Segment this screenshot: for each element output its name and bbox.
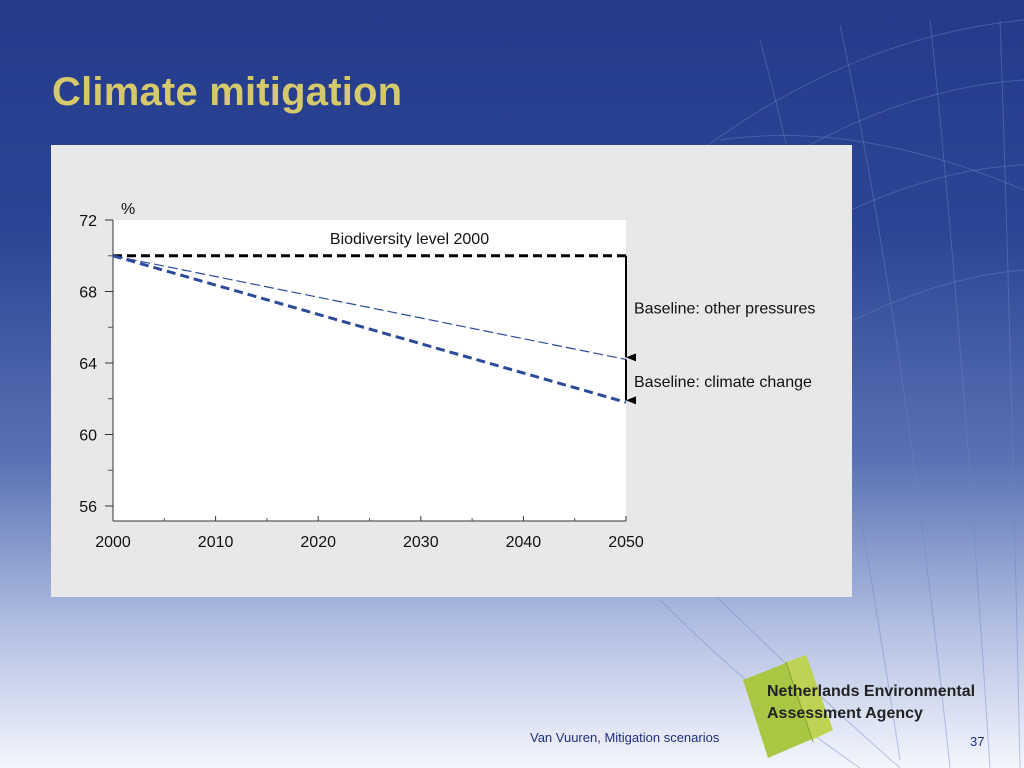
annotation-label: Baseline: other pressures	[634, 301, 815, 318]
x-tick-label: 2050	[608, 534, 644, 551]
y-axis-label: %	[121, 201, 135, 218]
slide-title: Climate mitigation	[52, 70, 403, 114]
y-tick-label: 60	[79, 428, 97, 445]
axes: 56 60 64 68 72% 2000 2010 2020 2030 2040 2050	[79, 201, 644, 551]
x-tick-label: 2010	[198, 534, 234, 551]
y-tick-label: 64	[79, 356, 97, 373]
agency-name-line1: Netherlands Environmental	[767, 683, 976, 700]
x-tick-label: 2020	[300, 534, 336, 551]
y-tick-label: 56	[79, 499, 97, 516]
chart-panel: 56 60 64 68 72% 2000 2010 2020 2030 2040 2050 Biod…	[51, 145, 852, 597]
agency-name: Netherlands Environmental Assessment Age…	[767, 681, 975, 725]
footer-credit: Van Vuuren, Mitigation scenarios	[530, 730, 720, 745]
agency-name-line2: Assessment Agency	[767, 705, 923, 722]
line-chart: 56 60 64 68 72% 2000 2010 2020 2030 2040 2050 Biod…	[79, 201, 815, 551]
y-tick-label: 72	[79, 213, 97, 230]
annotation-layer: Baseline: other pressures Baseline: clima…	[625, 255, 815, 405]
y-tick-label: 68	[79, 285, 97, 302]
x-tick-label: 2000	[95, 534, 131, 551]
plot-area	[113, 220, 626, 521]
page-number: 37	[970, 734, 985, 749]
x-tick-label: 2040	[506, 534, 542, 551]
series-line-1	[112, 255, 627, 361]
series-label: Biodiversity level 2000	[330, 231, 489, 248]
series-layer: Biodiversity level 2000	[112, 231, 627, 404]
series-line-2	[112, 254, 627, 404]
x-tick-label: 2030	[403, 534, 439, 551]
annotation-label: Baseline: climate change	[634, 374, 812, 391]
agency-logo-leaf-icon	[743, 655, 833, 758]
